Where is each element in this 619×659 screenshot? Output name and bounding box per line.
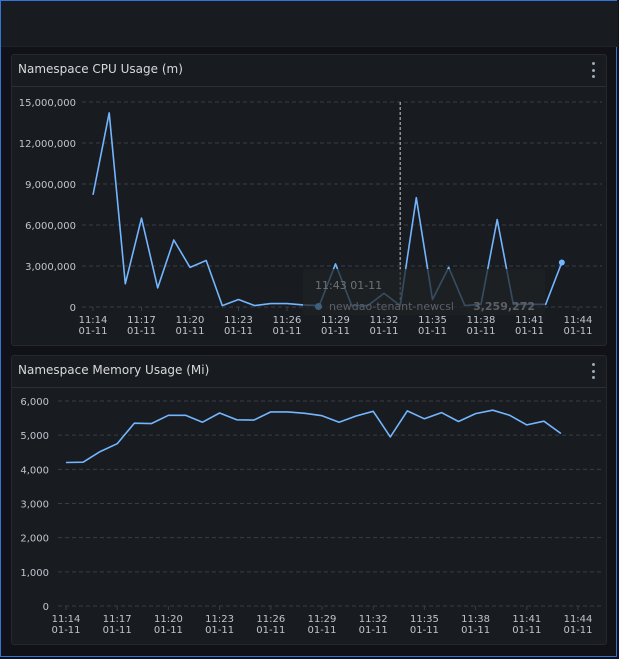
y-tick-label: 6,000 — [20, 397, 49, 408]
y-tick-label: 0 — [43, 602, 49, 613]
x-tick-date-label: 01-11 — [256, 625, 285, 636]
y-tick-label: 6,000,000 — [25, 221, 76, 232]
x-tick-label: 11:32 — [370, 315, 399, 326]
x-tick-date-label: 01-11 — [512, 625, 541, 636]
x-tick-date-label: 01-11 — [418, 326, 447, 337]
y-tick-label: 3,000,000 — [25, 262, 76, 273]
x-tick-label: 11:35 — [410, 614, 439, 625]
x-tick-label: 11:26 — [273, 315, 302, 326]
top-bar — [1, 1, 618, 47]
panel-menu-icon[interactable] — [590, 62, 596, 78]
x-tick-label: 11:14 — [52, 614, 81, 625]
x-tick-date-label: 01-11 — [224, 326, 253, 337]
x-tick-date-label: 01-11 — [461, 625, 490, 636]
x-tick-date-label: 01-11 — [359, 625, 388, 636]
x-tick-label: 11:41 — [515, 315, 544, 326]
x-tick-label: 11:38 — [467, 315, 496, 326]
panel-menu-icon[interactable] — [590, 363, 596, 379]
x-tick-label: 11:41 — [512, 614, 541, 625]
x-tick-label: 11:38 — [461, 614, 490, 625]
x-tick-date-label: 01-11 — [78, 326, 107, 337]
y-tick-label: 15,000,000 — [19, 98, 76, 109]
tooltip-series-name: newdao-tenant-newcsl — [329, 300, 454, 313]
x-tick-label: 11:32 — [359, 614, 388, 625]
x-tick-date-label: 01-11 — [205, 625, 234, 636]
panel-title: Namespace CPU Usage (m) — [18, 62, 183, 76]
x-tick-date-label: 01-11 — [466, 326, 495, 337]
x-tick-date-label: 01-11 — [154, 625, 183, 636]
series-line — [65, 409, 562, 464]
x-tick-date-label: 01-11 — [321, 326, 350, 337]
x-tick-date-label: 01-11 — [307, 625, 336, 636]
tooltip-time: 11:43 01-11 — [315, 279, 383, 292]
series-point — [558, 259, 565, 266]
x-tick-date-label: 01-11 — [272, 326, 301, 337]
x-tick-date-label: 01-11 — [51, 625, 80, 636]
x-tick-label: 11:35 — [418, 315, 447, 326]
x-tick-label: 11:26 — [256, 614, 285, 625]
chart-tooltip: 11:43 01-11 newdao-tenant-newcsl 3,259,2… — [303, 269, 545, 315]
x-tick-date-label: 01-11 — [127, 326, 156, 337]
memory-usage-panel: Namespace Memory Usage (Mi) 6,000 5,000 4,… — [11, 355, 607, 645]
y-tick-label: 0 — [70, 303, 76, 314]
y-tick-label: 5,000 — [20, 431, 49, 442]
x-tick-date-label: 01-11 — [103, 625, 132, 636]
x-tick-date-label: 01-11 — [563, 326, 592, 337]
x-tick-date-label: 01-11 — [175, 326, 204, 337]
x-tick-date-label: 01-11 — [563, 625, 592, 636]
y-tick-label: 4,000 — [20, 465, 49, 476]
x-tick-date-label: 01-11 — [410, 625, 439, 636]
x-tick-label: 11:17 — [127, 315, 156, 326]
x-tick-label: 11:23 — [224, 315, 253, 326]
y-tick-label: 9,000,000 — [25, 180, 76, 191]
tooltip-value: 3,259,272 — [473, 300, 535, 313]
x-tick-label: 11:20 — [176, 315, 205, 326]
panel-divider — [12, 387, 606, 388]
panel-title: Namespace Memory Usage (Mi) — [18, 363, 210, 377]
x-tick-label: 11:29 — [321, 315, 350, 326]
x-tick-label: 11:29 — [308, 614, 337, 625]
x-tick-date-label: 01-11 — [369, 326, 398, 337]
x-tick-label: 11:44 — [564, 315, 593, 326]
x-tick-label: 11:20 — [154, 614, 183, 625]
x-tick-label: 11:23 — [205, 614, 234, 625]
cpu-usage-panel: Namespace CPU Usage (m) 15,000,000 12,000… — [11, 54, 607, 346]
x-tick-date-label: 01-11 — [515, 326, 544, 337]
y-tick-label: 12,000,000 — [19, 139, 76, 150]
tooltip-series-dot — [315, 303, 322, 310]
y-tick-label: 2,000 — [20, 534, 49, 545]
panel-divider — [12, 86, 606, 87]
x-tick-label: 11:14 — [79, 315, 108, 326]
x-tick-label: 11:44 — [564, 614, 593, 625]
y-tick-label: 3,000 — [20, 500, 49, 511]
memory-chart[interactable]: 6,0005,0004,0003,0002,0001,000011:1401-1… — [12, 356, 608, 646]
y-tick-label: 1,000 — [20, 568, 49, 579]
x-tick-label: 11:17 — [103, 614, 132, 625]
